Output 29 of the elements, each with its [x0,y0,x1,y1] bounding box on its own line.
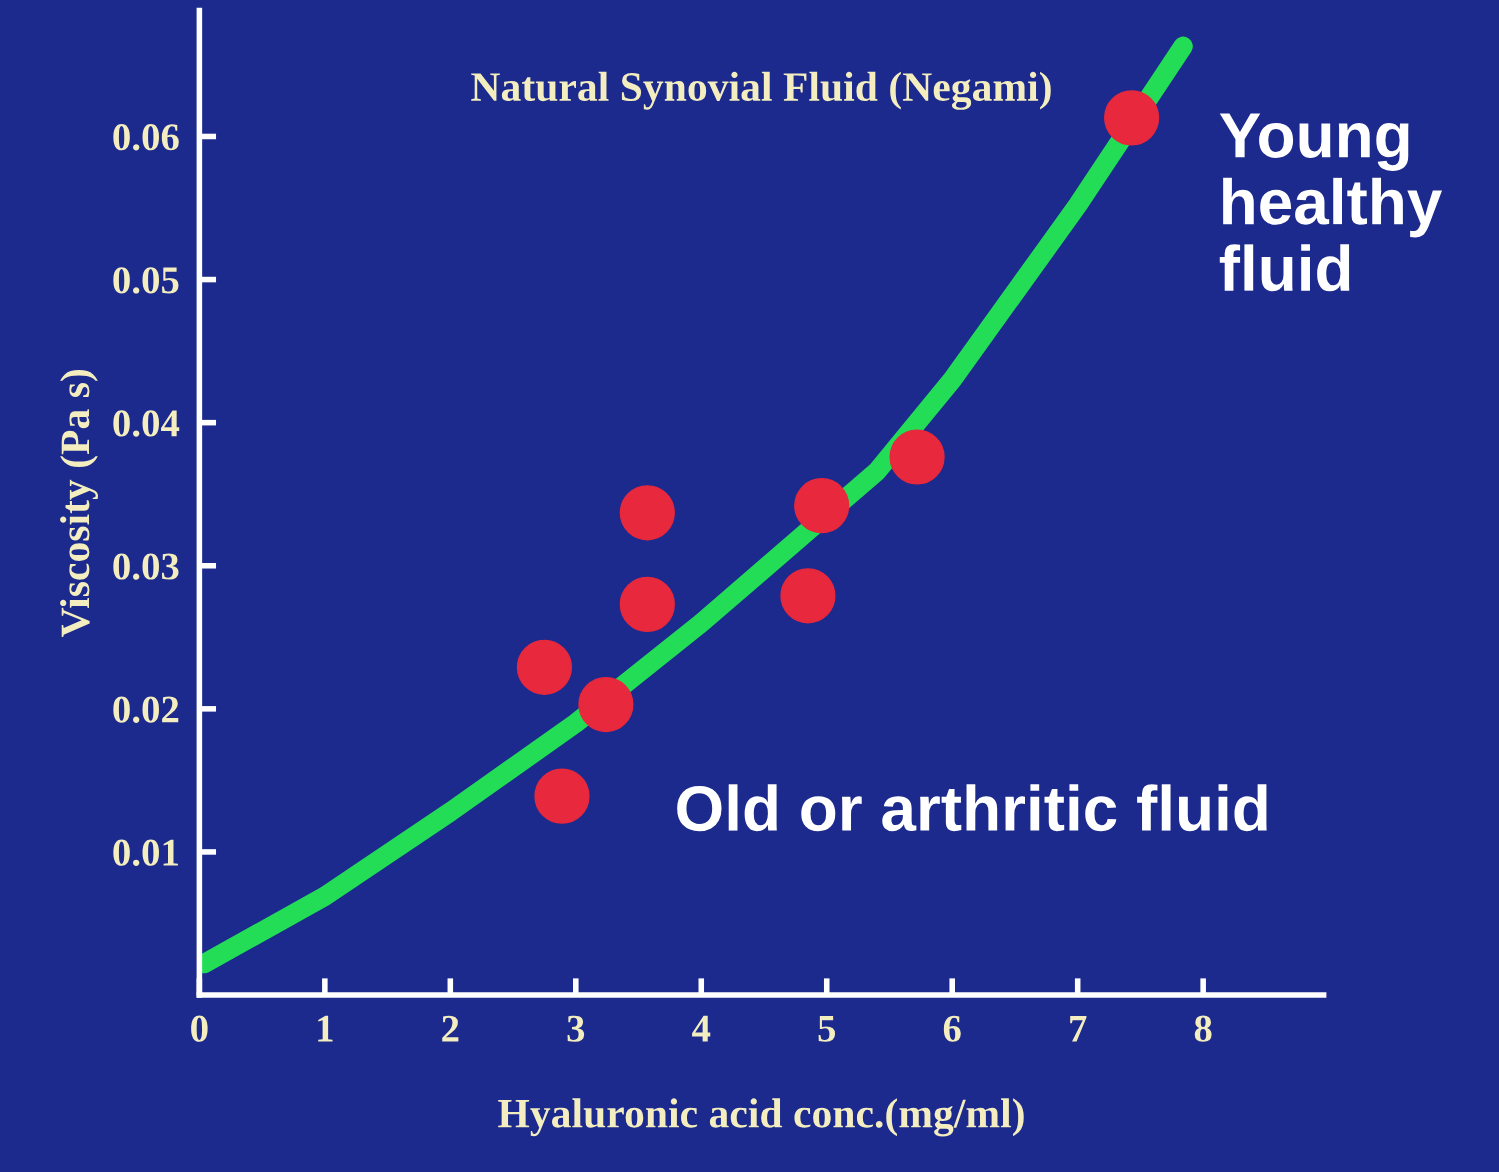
y-tick-label: 0.01 [113,839,178,866]
x-tick-label: 3 [567,1015,585,1042]
x-tick-label: 1 [318,1015,333,1042]
y-tick-label: 0.03 [113,553,179,580]
point [578,676,634,733]
y-tick-label: 0.02 [113,696,179,723]
point [534,768,590,824]
x-tick-label: 7 [1070,1015,1087,1042]
annotation: Old or arthritic fluid [677,784,1267,832]
x-axis-title: Hyaluronic acid conc.(mg/ml) [498,1098,1024,1137]
x-tick-label: 0 [191,1015,208,1042]
x-tick-label: 8 [1194,1015,1212,1042]
point [619,576,675,632]
point [889,429,945,485]
y-tick-label: 0.06 [113,124,179,151]
y-tick-label: 0.04 [113,410,180,437]
x-tick-label: 4 [692,1015,711,1042]
point [1104,90,1160,146]
text: Natural Synovial Fluid (Negami) [471,71,1051,110]
point [619,485,675,541]
x-tick-label: 6 [943,1015,961,1042]
point [516,639,573,695]
y-tick-label: 0.05 [113,267,179,294]
y-axis-title: Viscosity (Pa s) [60,370,98,637]
point [780,568,836,624]
point [794,478,850,534]
x-tick-label: 2 [442,1015,459,1042]
annotation: Young healthy fluid [1219,113,1443,292]
x-tick-label: 5 [818,1015,836,1042]
